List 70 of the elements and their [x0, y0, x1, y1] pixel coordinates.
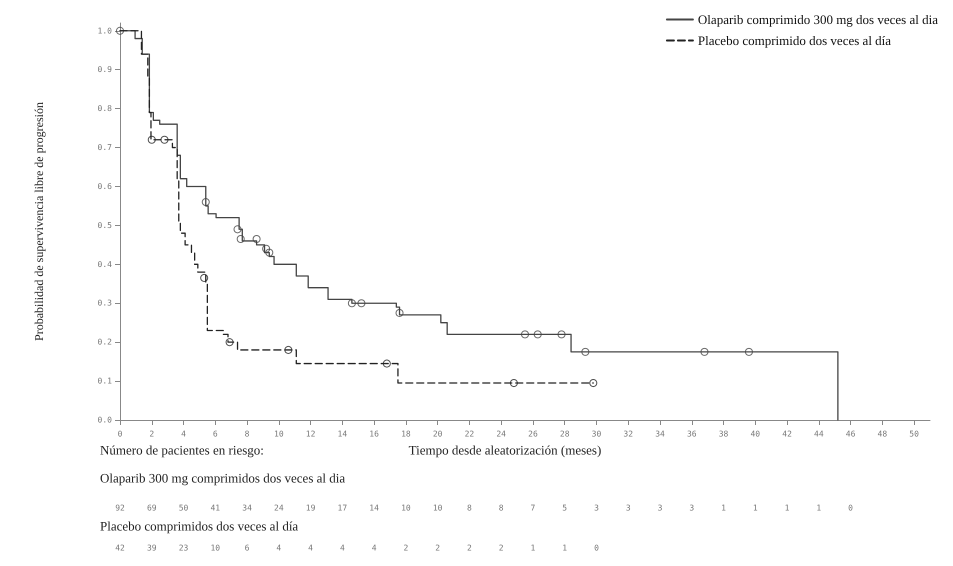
point [396, 308, 404, 317]
point [200, 274, 208, 282]
legend-label: Olaparib comprimido 300 mg dos veces al dia [698, 12, 938, 27]
point [700, 348, 708, 356]
point [252, 235, 261, 244]
point [148, 136, 156, 144]
y-tick-label: 0.2 [98, 338, 112, 347]
text: 42 39 23 10 6 4 4 4 4 2 2 2 2 1 1 0 [115, 544, 599, 552]
point [357, 299, 366, 308]
point [236, 235, 245, 244]
text: Olaparib 300 mg comprimidos dos veces al dia [100, 470, 346, 486]
text: Número de pacientes en riesgo: [100, 442, 264, 458]
text: Placebo comprimidos dos veces al día [100, 518, 298, 534]
point [558, 330, 566, 338]
legend-label: Placebo comprimido dos veces al día [698, 33, 892, 48]
y-tick-label: 0.8 [98, 104, 112, 114]
point [510, 379, 518, 388]
x-tick-label: 12 [306, 430, 316, 438]
x-tick-label: 18 [401, 430, 411, 438]
x-tick-label: 34 [655, 430, 665, 438]
x-tick-label: 44 [814, 430, 824, 438]
point [284, 346, 292, 354]
y-tick-label: 1.0 [98, 26, 112, 36]
y-tick-label: 0.3 [98, 298, 112, 308]
x-tick-label: 26 [528, 430, 538, 438]
point [521, 330, 529, 338]
x-tick-label: 28 [560, 430, 570, 438]
x-tick-label: 4 [181, 430, 186, 438]
y-tick-label: 0.5 [98, 220, 112, 230]
x-axis-title: Tiempo desde aleatorización (meses) [408, 442, 602, 458]
x-tick-label: 22 [464, 430, 474, 438]
x-tick-label: 38 [718, 430, 729, 438]
x-tick-label: 32 [623, 430, 634, 438]
x-tick-label: 42 [782, 430, 792, 438]
x-tick-label: 8 [244, 430, 250, 438]
x-tick-label: 30 [592, 430, 602, 438]
y-tick-label: 0.0 [98, 416, 112, 424]
point [581, 348, 590, 356]
x-tick-label: 0 [118, 430, 123, 438]
text: 92 69 50 41 34 24 19 17 14 10 10 8 8 7 5 3 3 3 3 1 1 1 1 0 [115, 504, 853, 512]
y-tick-label: 0.6 [98, 182, 112, 191]
x-tick-label: 20 [432, 430, 443, 438]
x-tick-label: 48 [878, 430, 888, 438]
point [160, 136, 168, 144]
point [202, 198, 210, 206]
x-tick-label: 24 [496, 430, 506, 438]
x-tick-label: 50 [909, 430, 920, 438]
x-tick-label: 10 [274, 430, 284, 438]
point [262, 244, 270, 253]
x-tick-label: 46 [846, 430, 856, 438]
point [234, 225, 242, 234]
x-tick-label: 16 [369, 430, 380, 438]
x-tick-label: 2 [149, 430, 154, 438]
x-tick-label: 14 [338, 430, 348, 438]
y-axis-title: Probabilidad de supervivencia libre de progresión [32, 102, 46, 341]
y-tick-label: 0.9 [98, 65, 112, 74]
point [116, 26, 124, 35]
point [534, 330, 542, 338]
point [382, 360, 391, 368]
x-tick-label: 40 [750, 430, 760, 438]
point [226, 338, 234, 346]
point [589, 379, 598, 388]
x-tick-label: 6 [212, 430, 218, 438]
point [265, 248, 274, 257]
x-tick-label: 36 [686, 430, 697, 438]
point [348, 299, 356, 308]
y-tick-label: 0.1 [98, 376, 112, 386]
y-tick-label: 0.7 [98, 143, 112, 152]
point [744, 348, 753, 356]
y-tick-label: 0.4 [98, 260, 112, 269]
